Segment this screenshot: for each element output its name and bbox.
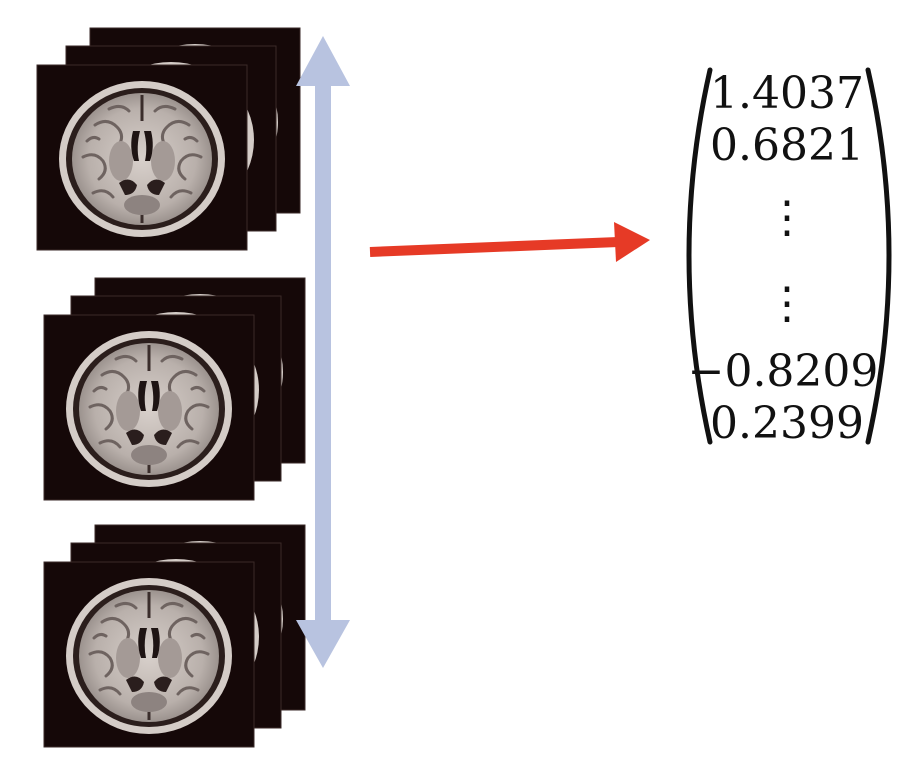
vector-entry-1: 1.4037 <box>710 68 864 119</box>
vector-vdots-2: ⋮ <box>765 278 809 329</box>
brain-slice <box>42 313 256 502</box>
slice-stack-bottom <box>42 523 307 749</box>
slice-stack-middle <box>42 276 307 502</box>
brain-slice <box>35 63 249 252</box>
vector-entry-5: −0.8209 <box>688 346 879 397</box>
right-parenthesis <box>865 67 892 445</box>
pointer-arrow-icon <box>369 222 650 262</box>
brain-slice <box>42 560 256 749</box>
vector-vdots-1: ⋮ <box>765 192 809 243</box>
feature-vector: 1.4037 0.6821 ⋮ ⋮ −0.8209 0.2399 <box>686 67 892 449</box>
vector-entry-2: 0.6821 <box>710 120 864 171</box>
vector-entry-6: 0.2399 <box>710 398 864 449</box>
slice-stack-top <box>35 26 302 252</box>
double-arrow-icon <box>296 36 350 668</box>
left-parenthesis <box>686 67 713 445</box>
